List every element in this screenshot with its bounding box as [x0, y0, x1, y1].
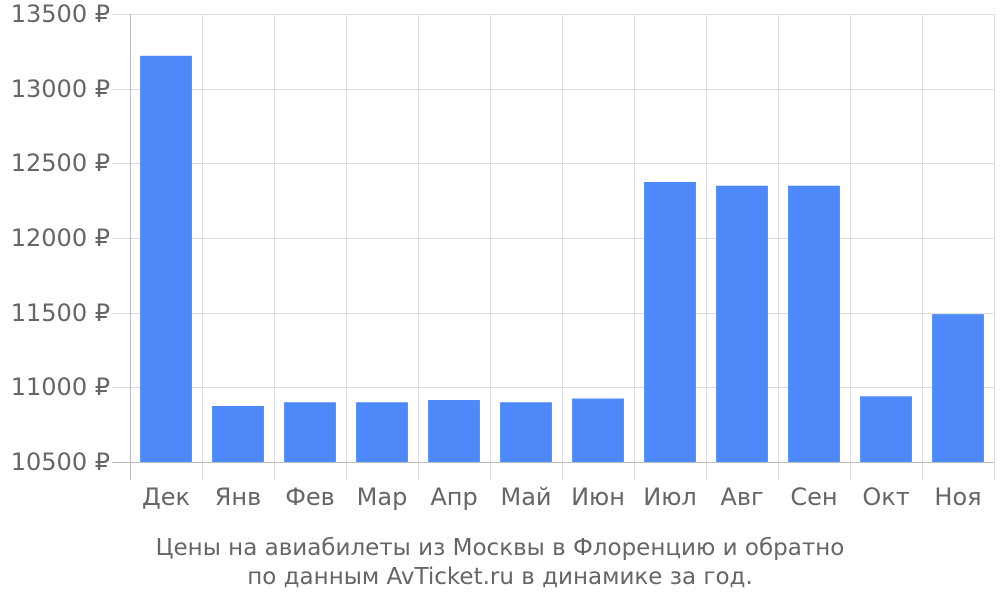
bars	[140, 55, 984, 463]
bar-11	[932, 314, 984, 462]
bar-8	[716, 185, 768, 463]
x-tick-label: Май	[500, 483, 551, 511]
x-axis-tick-labels: Дек Янв Фев Мар Апр Май Июн Июл Авг Сен Окт Ноя	[142, 483, 982, 511]
x-tick-label: Июл	[643, 483, 697, 511]
x-tick-label: Ноя	[934, 483, 981, 511]
y-tick-label: 13000 ₽	[11, 75, 110, 103]
x-tick-label: Мар	[357, 483, 408, 511]
grid	[112, 14, 995, 480]
y-tick-label: 13500 ₽	[11, 0, 110, 28]
axes	[112, 14, 994, 480]
bar-5	[500, 402, 552, 462]
x-tick-label: Фев	[285, 483, 335, 511]
y-axis-tick-labels: 10500 ₽ 11000 ₽ 11500 ₽ 12000 ₽ 12500 ₽ 13000…	[11, 0, 110, 476]
bar-9	[788, 185, 840, 463]
chart-caption-line-1: Цены на авиабилеты из Москвы в Флоренцию…	[155, 535, 845, 561]
bar-2	[284, 402, 336, 462]
x-tick-label: Окт	[862, 483, 909, 511]
bar-3	[356, 402, 408, 462]
x-tick-label: Дек	[142, 483, 190, 511]
bar-chart: 10500 ₽ 11000 ₽ 11500 ₽ 12000 ₽ 12500 ₽ 13000…	[11, 0, 995, 511]
y-tick-label: 10500 ₽	[11, 448, 110, 476]
bar-1	[212, 406, 264, 462]
x-tick-label: Июн	[571, 483, 625, 511]
chart-caption-line-2: по данным AvTicket.ru в динамике за год.	[247, 564, 753, 590]
bar-10	[860, 396, 912, 462]
y-tick-label: 12000 ₽	[11, 224, 110, 252]
y-tick-label: 11500 ₽	[11, 299, 110, 327]
y-tick-label: 12500 ₽	[11, 149, 110, 177]
x-tick-label: Авг	[720, 483, 763, 511]
x-tick-label: Апр	[430, 483, 477, 511]
bar-0	[140, 55, 192, 463]
bar-4	[428, 400, 480, 462]
bar-6	[572, 398, 624, 462]
x-tick-label: Янв	[215, 483, 262, 511]
bar-7	[644, 182, 696, 462]
x-tick-label: Сен	[790, 483, 837, 511]
y-tick-label: 11000 ₽	[11, 373, 110, 401]
